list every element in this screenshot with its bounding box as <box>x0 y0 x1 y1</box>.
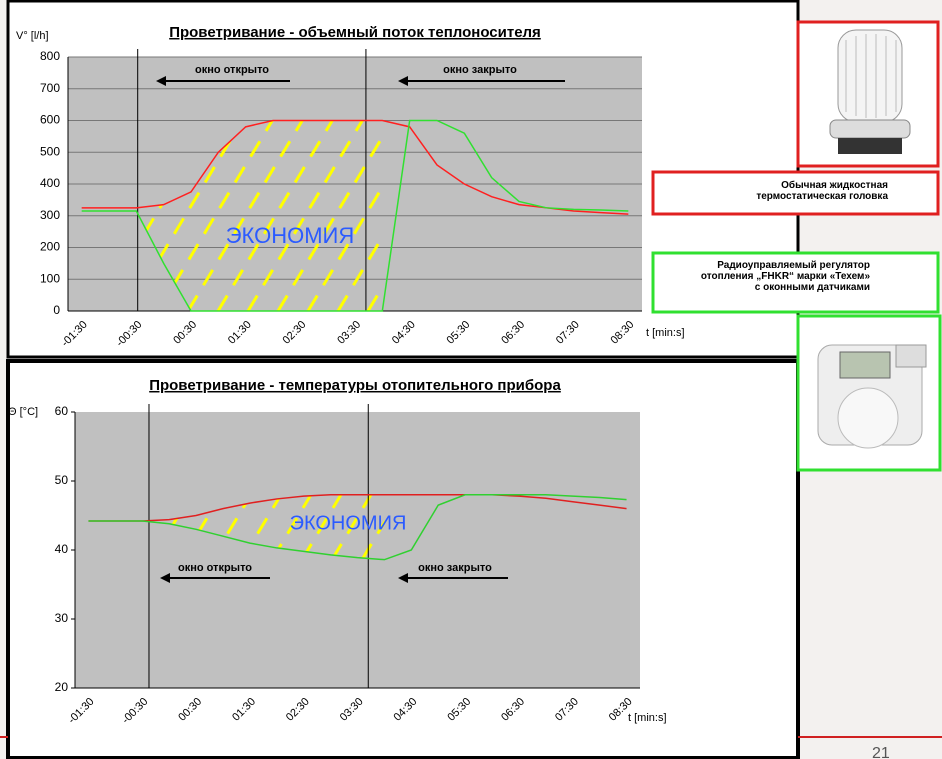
legend-box <box>651 251 940 314</box>
savings-label: ЭКОНОМИЯ <box>226 223 355 248</box>
series-line <box>88 494 627 522</box>
legend-box <box>651 170 940 216</box>
y-tick-label: 30 <box>55 611 69 625</box>
hatch-line <box>253 494 385 560</box>
savings-label: ЭКОНОМИЯ <box>290 512 407 534</box>
y-axis-label: V° [l/h] <box>16 30 49 42</box>
y-tick-label: 20 <box>55 680 69 694</box>
legend-label: Обычная жидкостная термостатическая голо… <box>756 180 888 202</box>
annotation: окно закрыто <box>418 562 492 574</box>
y-tick-label: 400 <box>40 176 60 190</box>
plot-area <box>75 412 640 688</box>
arrow-head <box>160 573 170 583</box>
arrow-head <box>398 76 408 86</box>
annotation: окно открыто <box>178 562 252 574</box>
annotation: окно открыто <box>195 64 269 76</box>
y-tick-label: 300 <box>40 208 60 222</box>
arrow-head <box>156 76 166 86</box>
chart-title: Проветривание - объемный поток теплоноси… <box>169 24 541 41</box>
y-tick-label: 60 <box>55 404 69 418</box>
y-tick-label: 200 <box>40 240 60 254</box>
x-axis-label: t [min:s] <box>628 712 667 724</box>
radio-thermostat-image <box>817 344 927 449</box>
page-number: 21 <box>872 745 890 759</box>
series-line <box>81 119 629 312</box>
y-tick-label: 700 <box>40 81 60 95</box>
y-tick-label: 600 <box>40 113 60 127</box>
chart-title: Проветривание - температуры отопительног… <box>149 377 561 394</box>
y-tick-label: 0 <box>53 303 60 317</box>
y-tick-label: 40 <box>55 542 69 556</box>
y-tick-label: 800 <box>40 49 60 63</box>
annotation: окно закрыто <box>443 64 517 76</box>
series-line <box>81 119 629 215</box>
series-line <box>88 494 627 561</box>
thermostat-image <box>829 29 911 154</box>
y-tick-label: 50 <box>55 473 69 487</box>
legend-label: Радиоуправляемый регулятор отопления „FH… <box>700 260 870 293</box>
arrow-head <box>398 573 408 583</box>
y-axis-label: Θ [°C] <box>8 406 38 418</box>
hatch-line <box>223 494 385 560</box>
x-axis-label: t [min:s] <box>646 327 685 339</box>
y-tick-label: 100 <box>40 271 60 285</box>
y-tick-label: 500 <box>40 144 60 158</box>
